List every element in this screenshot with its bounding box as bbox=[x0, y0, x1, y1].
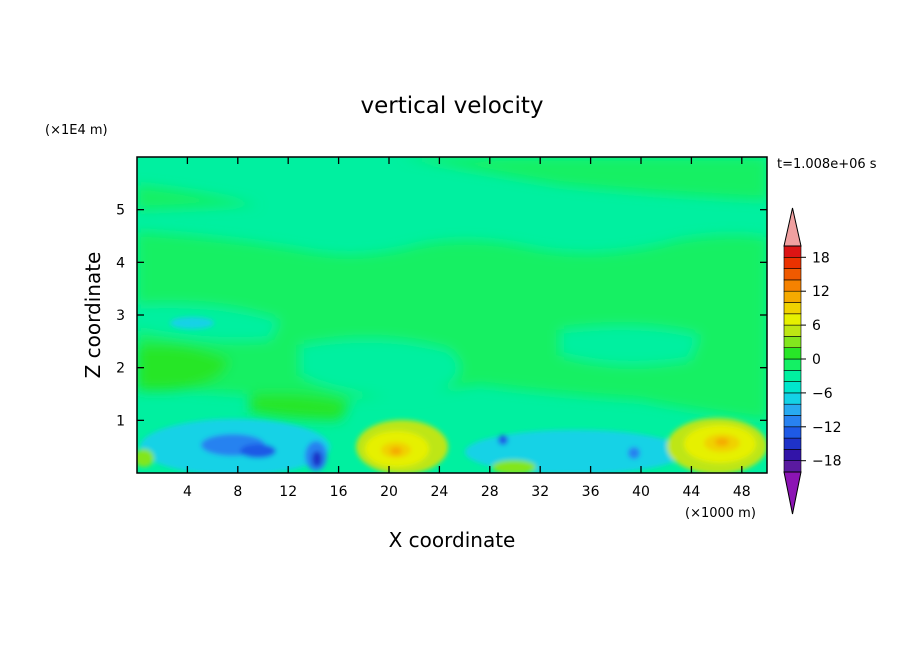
colorbar-swatch bbox=[783, 449, 802, 461]
colorbar-swatch bbox=[783, 290, 802, 303]
downdraft-core bbox=[312, 451, 322, 467]
x-axis-label: X coordinate bbox=[389, 528, 516, 552]
updraft-small bbox=[137, 449, 154, 467]
updraft-small bbox=[492, 460, 536, 473]
y-tick-label: 5 bbox=[116, 203, 125, 219]
contour-field bbox=[137, 157, 767, 473]
colorbar-swatch bbox=[783, 415, 802, 428]
colorbar-tick-label: 18 bbox=[812, 250, 830, 266]
y-axis: 1 2 3 4 5 bbox=[116, 203, 767, 429]
green-band-top bbox=[137, 157, 767, 210]
downdraft-core bbox=[628, 447, 640, 459]
colorbar-swatch bbox=[783, 268, 802, 281]
x-tick-label: 48 bbox=[733, 484, 751, 500]
colorbar-swatch bbox=[783, 279, 802, 292]
x-tick-label: 12 bbox=[279, 484, 297, 500]
x-axis: 4 8 12 16 20 24 28 32 36 40 44 48 bbox=[183, 157, 751, 500]
y-axis-label: Z coordinate bbox=[81, 252, 105, 379]
x-tick-label: 40 bbox=[632, 484, 650, 500]
colorbar-swatch bbox=[783, 381, 802, 394]
x-tick-label: 16 bbox=[330, 484, 348, 500]
colorbar-swatch bbox=[783, 256, 802, 269]
colorbar-swatch bbox=[783, 302, 802, 315]
x-tick-label: 32 bbox=[531, 484, 549, 500]
x-tick-label: 4 bbox=[183, 484, 192, 500]
colorbar-tick-label: −12 bbox=[812, 420, 842, 436]
y-tick-label: 3 bbox=[116, 308, 125, 324]
x-tick-label: 24 bbox=[430, 484, 448, 500]
downdraft-core bbox=[240, 444, 276, 458]
x-tick-label: 28 bbox=[481, 484, 499, 500]
colorbar-swatch bbox=[783, 358, 802, 371]
colorbar-tick-label: 6 bbox=[812, 318, 821, 334]
y-tick-label: 2 bbox=[116, 361, 125, 377]
colorbar-swatch bbox=[783, 336, 802, 348]
colorbar-tick-label: −18 bbox=[812, 454, 842, 470]
green-patch-left bbox=[137, 344, 350, 420]
y-tick-label: 4 bbox=[116, 255, 125, 271]
colorbar-swatch bbox=[783, 313, 802, 326]
colorbar-swatch bbox=[783, 392, 802, 405]
x-tick-label: 36 bbox=[582, 484, 600, 500]
y-tick-label: 1 bbox=[116, 413, 125, 429]
colorbar-tick-label: 0 bbox=[812, 352, 821, 368]
x-tick-label: 44 bbox=[682, 484, 700, 500]
colorbar-swatch bbox=[783, 437, 802, 450]
colorbar-over-triangle bbox=[783, 207, 802, 247]
colorbar: 18 12 6 0 −6 −12 −18 bbox=[783, 207, 842, 515]
colorbar-swatch bbox=[783, 369, 802, 382]
colorbar-swatch bbox=[783, 324, 802, 337]
colorbar-tick-label: −6 bbox=[812, 386, 833, 402]
downdraft-core bbox=[498, 435, 508, 445]
colorbar-swatch bbox=[783, 245, 802, 258]
colorbar-swatch bbox=[783, 460, 802, 473]
colorbar-swatch bbox=[783, 347, 802, 360]
updraft-core bbox=[715, 438, 729, 446]
chart-title: vertical velocity bbox=[361, 93, 544, 119]
colorbar-tick-label: 12 bbox=[812, 284, 830, 300]
colorbar-under-triangle bbox=[783, 471, 802, 515]
green-band-mid bbox=[137, 232, 767, 420]
x-tick-label: 8 bbox=[233, 484, 242, 500]
time-label: t=1.008e+06 s bbox=[777, 157, 877, 172]
y-unit-label: (×1E4 m) bbox=[45, 123, 108, 138]
cyan-patch bbox=[170, 317, 214, 329]
colorbar-swatch bbox=[783, 403, 802, 416]
cyan-patch-mid bbox=[137, 304, 700, 396]
x-unit-label: (×1000 m) bbox=[685, 506, 756, 521]
colorbar-swatch bbox=[783, 426, 802, 439]
x-tick-label: 20 bbox=[380, 484, 398, 500]
updraft-core bbox=[390, 447, 402, 455]
